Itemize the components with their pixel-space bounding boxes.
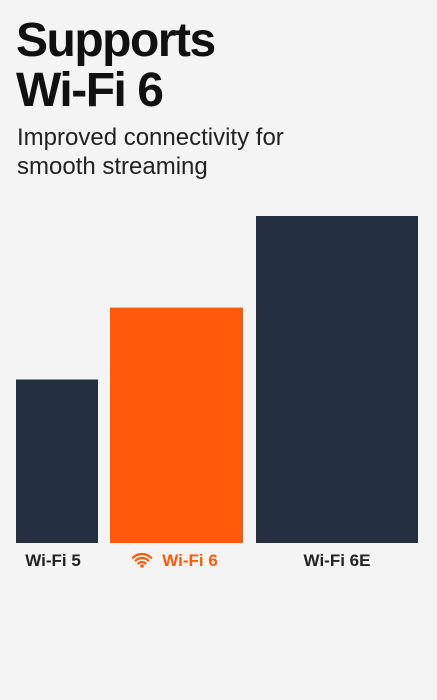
title-line: Supports — [16, 14, 215, 67]
wifi-dot — [140, 564, 144, 568]
title-line: Wi-Fi 6 — [16, 64, 162, 117]
subtitle-line: Improved connectivity for — [17, 124, 284, 151]
wifi-arc — [134, 556, 150, 562]
x-tick-label: Wi-Fi 6E — [304, 551, 371, 570]
bar — [16, 379, 98, 543]
wifi-arc — [137, 560, 147, 565]
x-tick-label: Wi-Fi 5 — [25, 551, 81, 570]
wifi-arc — [131, 552, 153, 559]
wifi-icon — [131, 552, 153, 568]
bar — [110, 307, 243, 543]
bar — [256, 216, 418, 543]
x-tick-label: Wi-Fi 6 — [162, 551, 218, 570]
subtitle-line: smooth streaming — [17, 153, 208, 180]
